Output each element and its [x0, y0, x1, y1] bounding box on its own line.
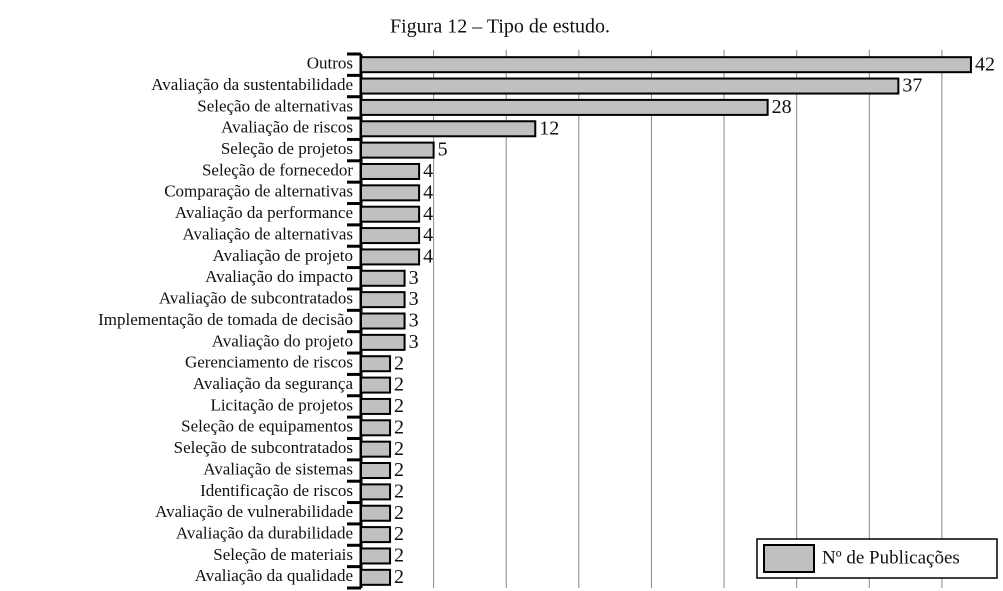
bar	[360, 526, 392, 544]
data-label: 4	[423, 203, 433, 225]
bar	[360, 547, 392, 565]
bar	[360, 568, 392, 586]
bar	[360, 269, 406, 287]
y-tick-label: Avaliação de projeto	[213, 246, 353, 265]
bar	[360, 205, 421, 223]
data-label: 3	[409, 267, 419, 289]
y-tick-label: Avaliação da segurança	[193, 374, 354, 393]
legend-swatch	[763, 544, 815, 573]
bar	[360, 440, 392, 458]
y-tick-label: Avaliação da durabilidade	[176, 524, 353, 543]
data-label: 2	[394, 374, 404, 396]
bar	[360, 248, 421, 266]
bar	[360, 355, 392, 373]
y-tick-label: Comparação de alternativas	[164, 182, 353, 201]
data-label: 42	[975, 53, 995, 75]
bar	[360, 120, 537, 138]
data-label: 2	[394, 480, 404, 502]
y-tick-label: Seleção de fornecedor	[202, 160, 353, 179]
data-label: 28	[772, 96, 792, 118]
data-label: 2	[394, 459, 404, 481]
bar	[360, 333, 406, 351]
data-label: 2	[394, 502, 404, 524]
y-tick-label: Seleção de projetos	[221, 139, 353, 158]
data-label: 2	[394, 352, 404, 374]
data-label: 2	[394, 416, 404, 438]
data-label: 3	[409, 331, 419, 353]
chart-title: Figura 12 – Tipo de estudo.	[390, 16, 610, 38]
bar	[360, 291, 406, 309]
legend-label: Nº de Publicações	[822, 547, 960, 568]
data-label: 2	[394, 545, 404, 567]
data-label: 3	[409, 310, 419, 332]
y-tick-label: Avaliação de subcontratados	[159, 289, 353, 308]
data-label: 2	[394, 395, 404, 417]
y-tick-label: Avaliação de riscos	[221, 118, 353, 137]
bar	[360, 483, 392, 501]
y-tick-label: Avaliação de alternativas	[182, 224, 353, 243]
data-label: 5	[438, 139, 448, 161]
y-tick-label: Seleção de subcontratados	[174, 438, 353, 457]
y-tick-label: Avaliação de sistemas	[203, 459, 353, 478]
data-label: 4	[423, 224, 433, 246]
y-tick-label: Avaliação da performance	[175, 203, 353, 222]
data-label: 2	[394, 566, 404, 588]
data-label: 12	[539, 117, 559, 139]
data-label: 2	[394, 523, 404, 545]
y-tick-label: Avaliação de vulnerabilidade	[155, 502, 353, 521]
data-label: 3	[409, 288, 419, 310]
y-tick-label: Seleção de alternativas	[197, 96, 353, 115]
bar	[360, 56, 972, 74]
bar	[360, 227, 421, 245]
y-tick-label: Identificação de riscos	[200, 481, 353, 500]
y-tick-label: Outros	[307, 54, 353, 73]
bar	[360, 376, 392, 394]
y-tick-label: Implementação de tomada de decisão	[98, 310, 353, 329]
y-tick-label: Avaliação do projeto	[212, 331, 353, 350]
bar	[360, 77, 900, 95]
y-tick-label: Licitação de projetos	[210, 395, 353, 414]
y-tick-label: Seleção de materiais	[213, 545, 353, 564]
bar	[360, 312, 406, 330]
data-label: 4	[423, 181, 433, 203]
bar	[360, 184, 421, 202]
bar	[360, 98, 769, 116]
y-tick-label: Avaliação do impacto	[205, 267, 353, 286]
data-label: 37	[902, 75, 922, 97]
data-label: 4	[423, 246, 433, 268]
bar	[360, 462, 392, 480]
bar	[360, 504, 392, 522]
y-tick-label: Gerenciamento de riscos	[185, 353, 353, 372]
y-tick-label: Avaliação da qualidade	[195, 566, 353, 585]
y-tick-label: Seleção de equipamentos	[181, 417, 353, 436]
y-tick-label: Avaliação da sustentabilidade	[151, 75, 353, 94]
bar	[360, 162, 421, 180]
bar	[360, 141, 435, 159]
data-label: 4	[423, 160, 433, 182]
bar	[360, 419, 392, 437]
bar	[360, 397, 392, 415]
data-label: 2	[394, 438, 404, 460]
